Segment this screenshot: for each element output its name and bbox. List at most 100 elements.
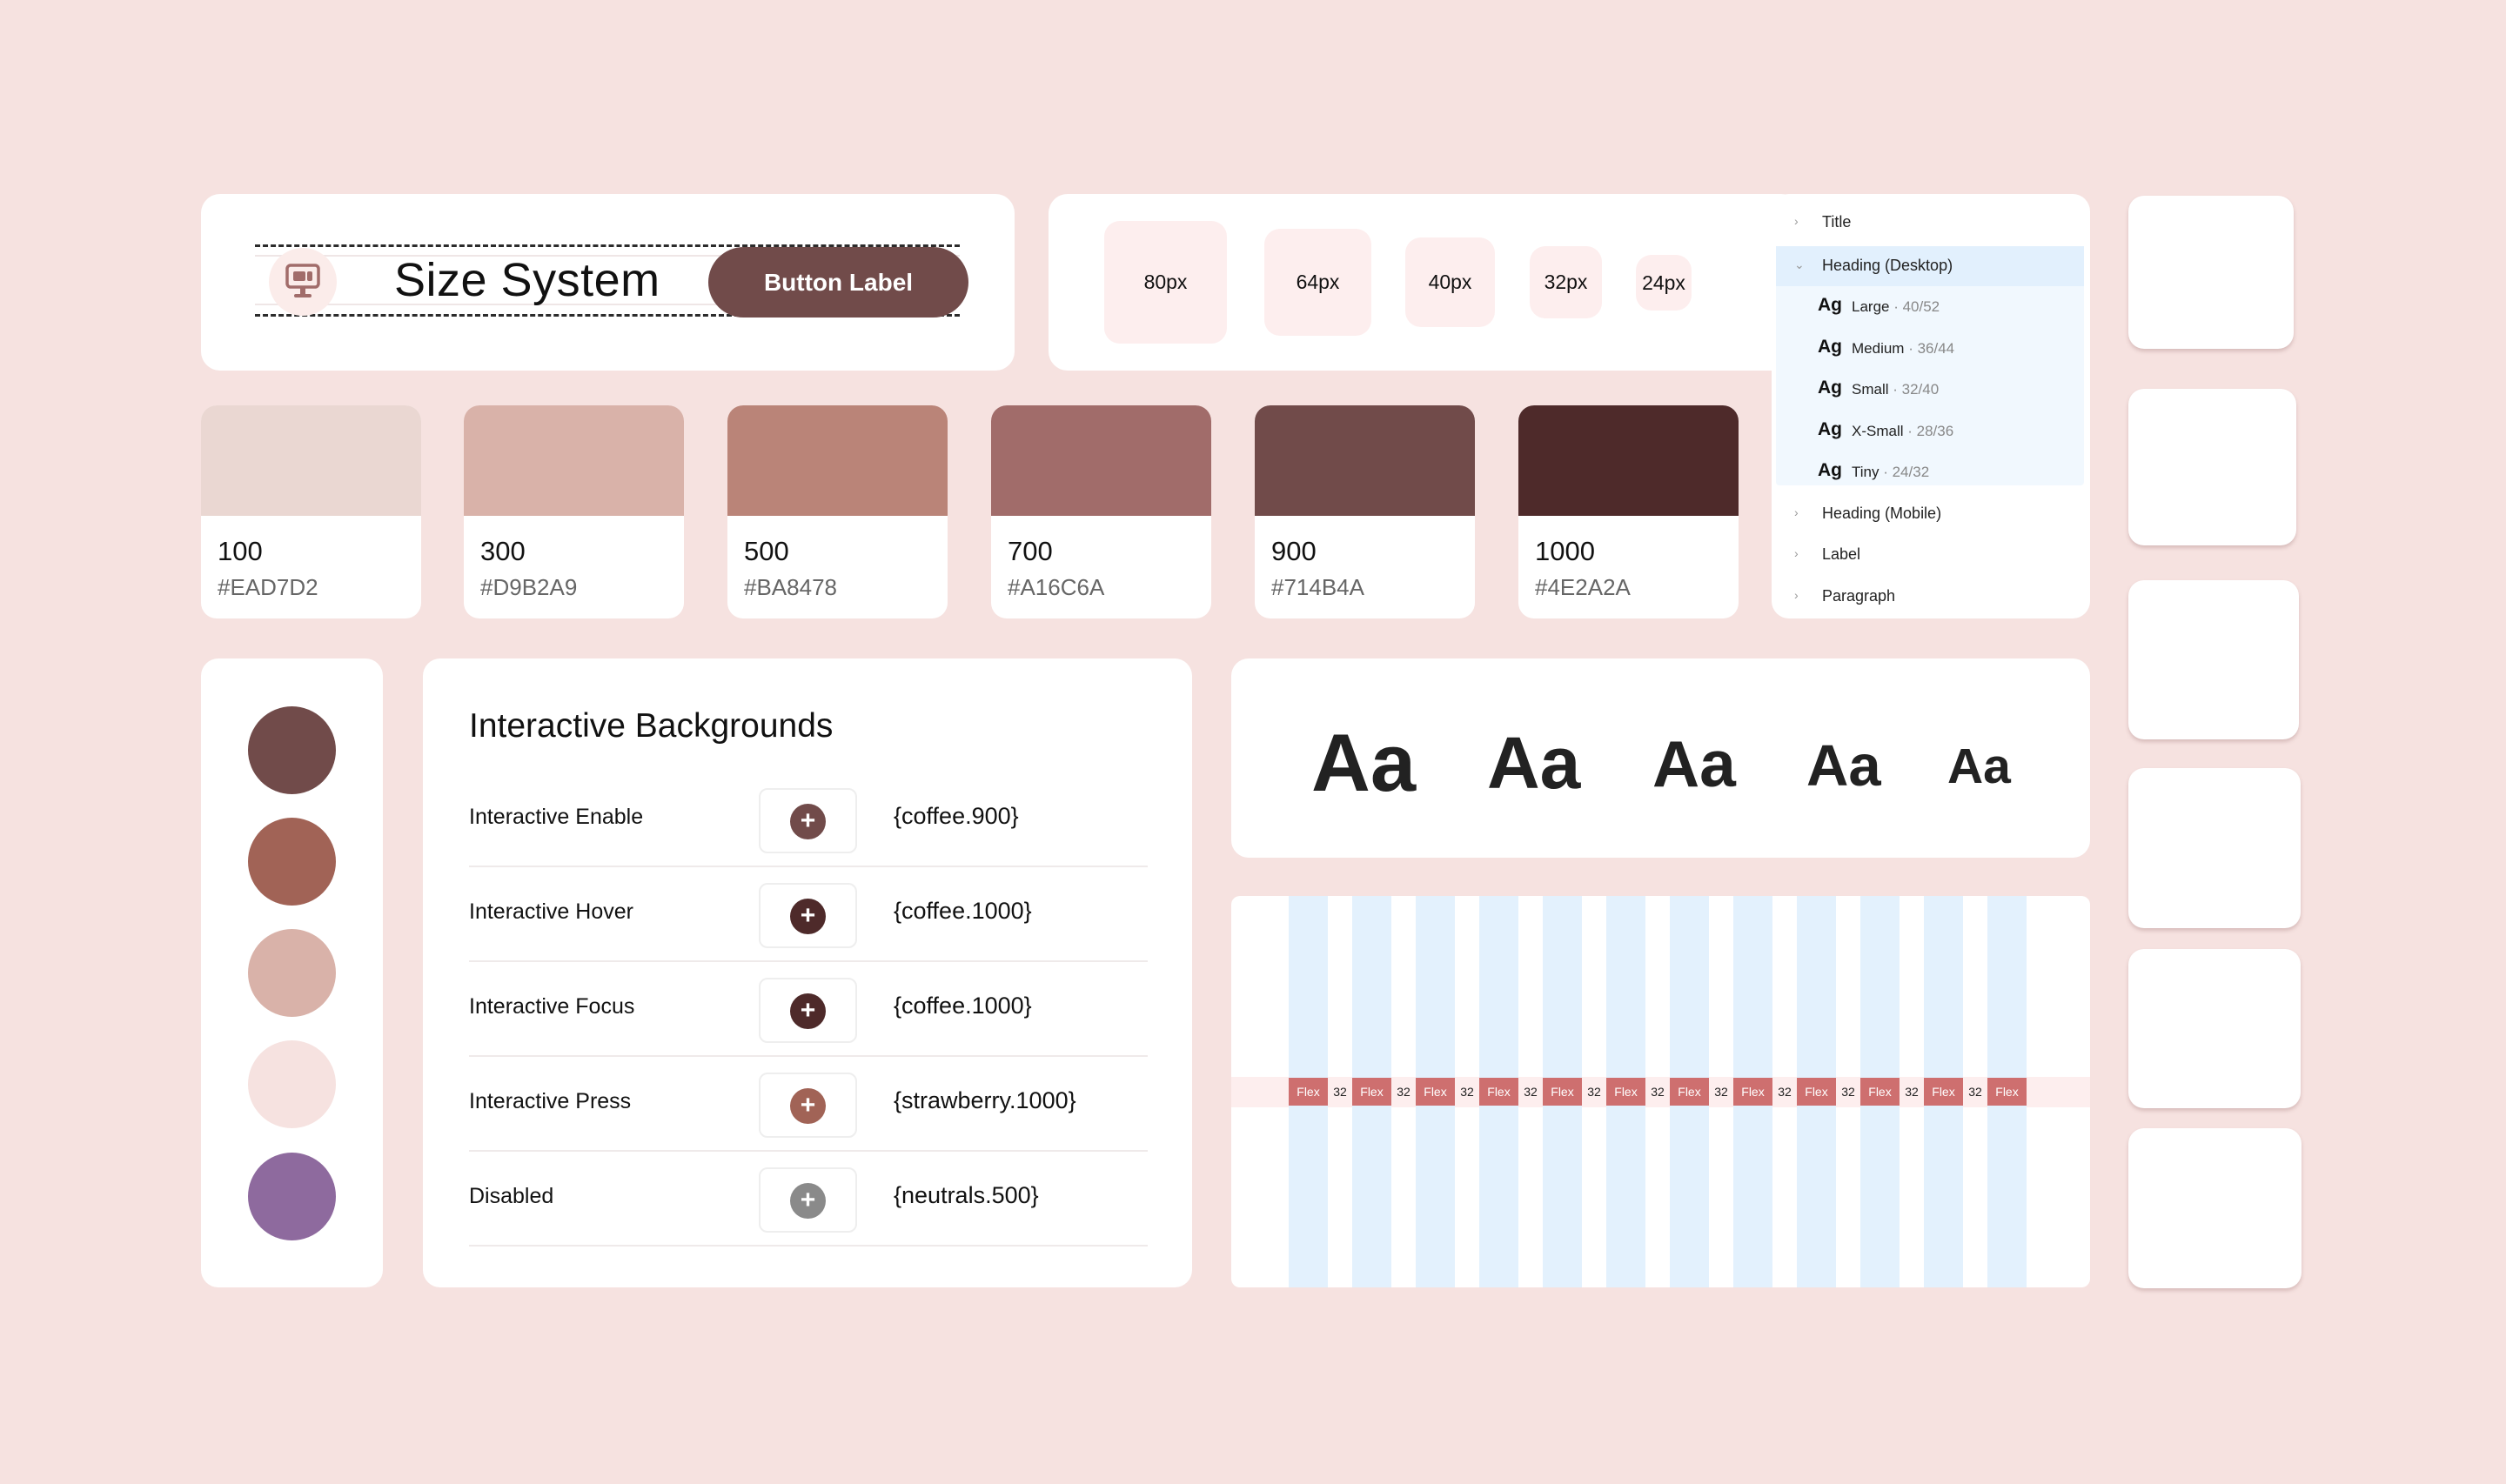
- grid-gap-label: 32: [1651, 1085, 1665, 1099]
- button-label-button[interactable]: Button Label: [708, 247, 968, 318]
- chevron-down-icon: ⌄: [1794, 257, 1805, 271]
- grid-gap-label: 32: [1333, 1085, 1347, 1099]
- type-sample-icon: Ag: [1818, 460, 1842, 480]
- interactive-row-token: {neutrals.500}: [894, 1182, 1039, 1208]
- tree-item-x-small[interactable]: Ag X-Small · 28/36: [1772, 411, 2090, 451]
- tree-item-large[interactable]: Ag Large · 40/52: [1772, 287, 2090, 327]
- tree-item-heading-desktop[interactable]: ⌄ Heading (Desktop): [1776, 246, 2084, 286]
- grid-gap-label: 32: [1587, 1085, 1601, 1099]
- interactive-row-token: {strawberry.1000}: [894, 1087, 1076, 1113]
- chevron-right-icon: ›: [1794, 546, 1799, 560]
- swatch-fill: [1518, 405, 1739, 516]
- grid-gap-label: 32: [1841, 1085, 1855, 1099]
- add-button-disabled: +: [759, 1167, 857, 1233]
- tree-item-label: Label: [1822, 545, 1861, 563]
- swatch-100: 100 #EAD7D2: [201, 405, 421, 618]
- swatch-hex: #D9B2A9: [480, 574, 578, 600]
- swatch-hex: #4E2A2A: [1535, 574, 1631, 600]
- type-sample-lg: Aa: [1487, 722, 1581, 804]
- swatch-900: 900 #714B4A: [1255, 405, 1475, 618]
- tree-item-metric: · 24/32: [1879, 464, 1930, 480]
- interactive-row-label: Disabled: [469, 1184, 554, 1208]
- swatch-number: 100: [218, 536, 263, 566]
- chevron-right-icon: ›: [1794, 588, 1799, 602]
- stack-card-2: [2128, 389, 2296, 545]
- plus-icon: +: [790, 804, 826, 839]
- interactive-row-disabled: Disabled + {neutrals.500}: [469, 1150, 1148, 1247]
- interactive-row-focus: Interactive Focus + {coffee.1000}: [469, 960, 1148, 1057]
- type-sample-md: Aa: [1652, 727, 1736, 800]
- size-system-card: Size System Button Label: [201, 194, 1015, 371]
- swatch-hex: #BA8478: [744, 574, 837, 600]
- color-circle-3: [248, 929, 336, 1017]
- interactive-row-token: {coffee.1000}: [894, 898, 1032, 924]
- swatch-number: 1000: [1535, 536, 1595, 566]
- tree-item-label-group[interactable]: › Label: [1772, 535, 2090, 575]
- interactive-row-hover: Interactive Hover + {coffee.1000}: [469, 866, 1148, 962]
- tree-item-name: X-Small: [1852, 423, 1904, 439]
- type-sample-icon: Ag: [1818, 337, 1842, 357]
- type-sample-xl: Aa: [1311, 717, 1417, 808]
- grid-gap-label: 32: [1968, 1085, 1982, 1099]
- layout-grid-card: Flex 32 Flex 32 Flex 32 Flex 32 Flex 32 Flex 32 Flex…: [1231, 896, 2090, 1287]
- baseline-guide-top: [255, 244, 960, 247]
- color-circle-4: [248, 1040, 336, 1128]
- swatch-hex: #EAD7D2: [218, 574, 318, 600]
- size-scale-card: 80px 64px 40px 32px 24px: [1049, 194, 1800, 371]
- swatch-500: 500 #BA8478: [727, 405, 948, 618]
- grid-flex-label: Flex: [1987, 1078, 2027, 1106]
- stack-card-6: [2128, 1128, 2302, 1288]
- add-button-focus[interactable]: +: [759, 978, 857, 1043]
- grid-gap-label: 32: [1524, 1085, 1538, 1099]
- add-button-hover[interactable]: +: [759, 883, 857, 948]
- stack-card-3: [2128, 580, 2299, 739]
- inner-guide-bottom: [255, 304, 960, 305]
- add-button-press[interactable]: +: [759, 1073, 857, 1138]
- tree-item-label: Title: [1822, 213, 1852, 231]
- tree-item-tiny[interactable]: Ag Tiny · 24/32: [1772, 452, 2090, 492]
- tree-item-metric: · 32/40: [1888, 381, 1940, 398]
- grid-flex-label: Flex: [1352, 1078, 1391, 1106]
- type-sample-icon: Ag: [1818, 295, 1842, 315]
- grid-flex-label: Flex: [1924, 1078, 1963, 1106]
- grid-flex-label: Flex: [1289, 1078, 1328, 1106]
- size-80px-box: 80px: [1104, 221, 1227, 344]
- swatch-hex: #714B4A: [1271, 574, 1364, 600]
- interactive-row-label: Interactive Press: [469, 1089, 632, 1113]
- add-button-enable[interactable]: +: [759, 788, 857, 853]
- tree-item-medium[interactable]: Ag Medium · 36/44: [1772, 329, 2090, 369]
- tree-item-small[interactable]: Ag Small · 32/40: [1772, 370, 2090, 410]
- swatch-fill: [1255, 405, 1475, 516]
- grid-flex-label: Flex: [1797, 1078, 1836, 1106]
- interactive-row-label: Interactive Focus: [469, 994, 635, 1019]
- tree-item-label: Heading (Mobile): [1822, 505, 1942, 522]
- type-sample-icon: Ag: [1818, 419, 1842, 439]
- grid-gap-label: 32: [1460, 1085, 1474, 1099]
- color-circle-2: [248, 818, 336, 906]
- tree-item-name: Medium: [1852, 340, 1905, 357]
- interactive-backgrounds-card: Interactive Backgrounds Interactive Enab…: [423, 658, 1192, 1287]
- swatch-fill: [464, 405, 684, 516]
- tree-item-metric: · 28/36: [1903, 423, 1954, 439]
- swatch-1000: 1000 #4E2A2A: [1518, 405, 1739, 618]
- size-64px-box: 64px: [1264, 229, 1371, 336]
- grid-gap-label: 32: [1778, 1085, 1792, 1099]
- interactive-row-token: {coffee.900}: [894, 803, 1019, 829]
- tree-item-heading-mobile[interactable]: › Heading (Mobile): [1772, 494, 2090, 534]
- grid-gap-label: 32: [1714, 1085, 1728, 1099]
- tree-item-label: Paragraph: [1822, 587, 1896, 605]
- swatch-number: 300: [480, 536, 526, 566]
- chevron-right-icon: ›: [1794, 505, 1799, 519]
- tree-item-metric: · 40/52: [1889, 298, 1940, 315]
- grid-flex-label: Flex: [1606, 1078, 1645, 1106]
- plus-icon: +: [790, 1183, 826, 1219]
- size-system-title: Size System: [394, 254, 660, 306]
- tree-item-metric: · 36/44: [1904, 340, 1955, 357]
- swatch-number: 900: [1271, 536, 1317, 566]
- tree-item-title[interactable]: › Title: [1772, 203, 2090, 243]
- chevron-right-icon: ›: [1794, 214, 1799, 228]
- tree-item-paragraph[interactable]: › Paragraph: [1772, 577, 2090, 617]
- grid-flex-label: Flex: [1670, 1078, 1709, 1106]
- monitor-icon: [269, 248, 337, 316]
- swatch-300: 300 #D9B2A9: [464, 405, 684, 618]
